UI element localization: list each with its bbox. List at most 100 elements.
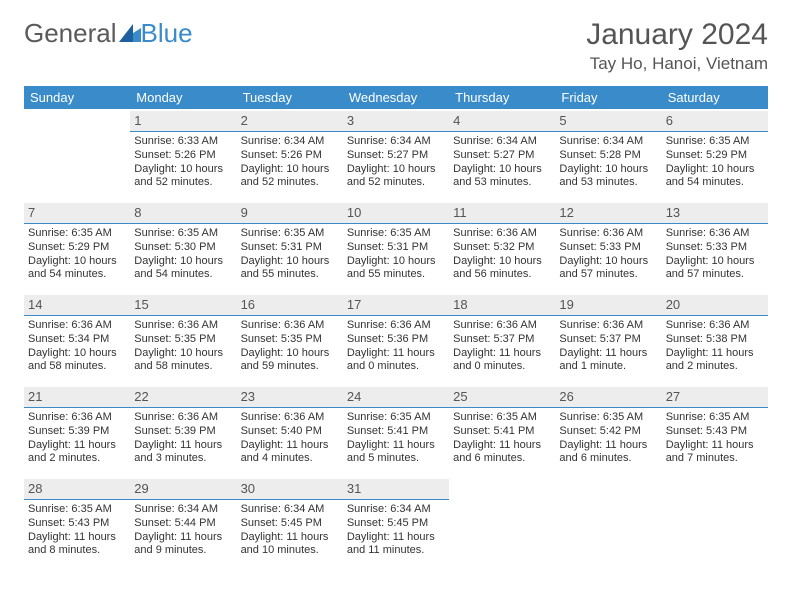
day-number: 10 xyxy=(347,205,361,220)
location-subtitle: Tay Ho, Hanoi, Vietnam xyxy=(586,54,768,74)
calendar-cell: 29Sunrise: 6:34 AMSunset: 5:44 PMDayligh… xyxy=(130,477,236,569)
day-number-row: 6 xyxy=(662,111,768,132)
sunrise-text: Sunrise: 6:34 AM xyxy=(241,503,339,517)
calendar-cell: 24Sunrise: 6:35 AMSunset: 5:41 PMDayligh… xyxy=(343,385,449,477)
sunset-text: Sunset: 5:39 PM xyxy=(134,425,232,439)
sunrise-text: Sunrise: 6:35 AM xyxy=(666,135,764,149)
daylight-text: Daylight: 11 hours and 2 minutes. xyxy=(666,347,764,375)
day-number: 6 xyxy=(666,113,673,128)
sun-info: Sunrise: 6:35 AMSunset: 5:30 PMDaylight:… xyxy=(134,227,232,282)
sunset-text: Sunset: 5:45 PM xyxy=(347,517,445,531)
daylight-text: Daylight: 10 hours and 57 minutes. xyxy=(559,255,657,283)
sun-info: Sunrise: 6:36 AMSunset: 5:33 PMDaylight:… xyxy=(666,227,764,282)
sunrise-text: Sunrise: 6:34 AM xyxy=(241,135,339,149)
calendar-body: 1Sunrise: 6:33 AMSunset: 5:26 PMDaylight… xyxy=(24,109,768,569)
sun-info: Sunrise: 6:34 AMSunset: 5:45 PMDaylight:… xyxy=(241,503,339,558)
daylight-text: Daylight: 10 hours and 56 minutes. xyxy=(453,255,551,283)
sun-info: Sunrise: 6:34 AMSunset: 5:27 PMDaylight:… xyxy=(347,135,445,190)
daylight-text: Daylight: 10 hours and 59 minutes. xyxy=(241,347,339,375)
sunrise-text: Sunrise: 6:35 AM xyxy=(28,227,126,241)
day-number: 31 xyxy=(347,481,361,496)
day-number: 13 xyxy=(666,205,680,220)
sunset-text: Sunset: 5:31 PM xyxy=(241,241,339,255)
day-number: 7 xyxy=(28,205,35,220)
sun-info: Sunrise: 6:34 AMSunset: 5:28 PMDaylight:… xyxy=(559,135,657,190)
sunset-text: Sunset: 5:33 PM xyxy=(559,241,657,255)
sunset-text: Sunset: 5:32 PM xyxy=(453,241,551,255)
daylight-text: Daylight: 10 hours and 55 minutes. xyxy=(241,255,339,283)
sunrise-text: Sunrise: 6:34 AM xyxy=(134,503,232,517)
day-number-row: 5 xyxy=(555,111,661,132)
sunset-text: Sunset: 5:43 PM xyxy=(666,425,764,439)
day-box: 17 Sunrise: 6:36 AMSunset: 5:36 PMDayligh… xyxy=(343,293,449,385)
calendar-cell: 20Sunrise: 6:36 AMSunset: 5:38 PMDayligh… xyxy=(662,293,768,385)
sunrise-text: Sunrise: 6:35 AM xyxy=(453,411,551,425)
sun-info: Sunrise: 6:34 AMSunset: 5:26 PMDaylight:… xyxy=(241,135,339,190)
sunrise-text: Sunrise: 6:35 AM xyxy=(347,411,445,425)
day-number-row: 17 xyxy=(343,295,449,316)
calendar-cell: 17 Sunrise: 6:36 AMSunset: 5:36 PMDayligh… xyxy=(343,293,449,385)
day-box: 31Sunrise: 6:34 AMSunset: 5:45 PMDayligh… xyxy=(343,477,449,569)
sun-info: Sunrise: 6:36 AMSunset: 5:36 PMDaylight:… xyxy=(347,319,445,374)
sunset-text: Sunset: 5:45 PM xyxy=(241,517,339,531)
sun-info: Sunrise: 6:35 AMSunset: 5:41 PMDaylight:… xyxy=(453,411,551,466)
day-number-row: 3 xyxy=(343,111,449,132)
sunset-text: Sunset: 5:27 PM xyxy=(347,149,445,163)
sunset-text: Sunset: 5:29 PM xyxy=(28,241,126,255)
calendar-week-row: 1Sunrise: 6:33 AMSunset: 5:26 PMDaylight… xyxy=(24,109,768,201)
day-number-row: 12 xyxy=(555,203,661,224)
weekday-header: Tuesday xyxy=(237,86,343,109)
day-number: 30 xyxy=(241,481,255,496)
day-number: 4 xyxy=(453,113,460,128)
day-number-row: 31 xyxy=(343,479,449,500)
calendar-cell: 6Sunrise: 6:35 AMSunset: 5:29 PMDaylight… xyxy=(662,109,768,201)
brand-blue: Blue xyxy=(141,18,193,49)
day-number-row: 4 xyxy=(449,111,555,132)
weekday-header: Thursday xyxy=(449,86,555,109)
daylight-text: Daylight: 11 hours and 1 minute. xyxy=(559,347,657,375)
sunrise-text: Sunrise: 6:35 AM xyxy=(134,227,232,241)
calendar-week-row: 28Sunrise: 6:35 AMSunset: 5:43 PMDayligh… xyxy=(24,477,768,569)
daylight-text: Daylight: 10 hours and 53 minutes. xyxy=(559,163,657,191)
calendar-cell xyxy=(555,477,661,569)
daylight-text: Daylight: 10 hours and 54 minutes. xyxy=(28,255,126,283)
day-number-row: 16 xyxy=(237,295,343,316)
day-number-row: 28 xyxy=(24,479,130,500)
day-number: 14 xyxy=(28,297,42,312)
calendar-cell: 18Sunrise: 6:36 AMSunset: 5:37 PMDayligh… xyxy=(449,293,555,385)
day-number-row: 29 xyxy=(130,479,236,500)
sunrise-text: Sunrise: 6:36 AM xyxy=(134,319,232,333)
brand-general: General xyxy=(24,18,117,49)
calendar-cell: 22Sunrise: 6:36 AMSunset: 5:39 PMDayligh… xyxy=(130,385,236,477)
day-number: 5 xyxy=(559,113,566,128)
day-box: 26Sunrise: 6:35 AMSunset: 5:42 PMDayligh… xyxy=(555,385,661,477)
sunset-text: Sunset: 5:31 PM xyxy=(347,241,445,255)
day-box: 30 Sunrise: 6:34 AMSunset: 5:45 PMDayligh… xyxy=(237,477,343,569)
calendar-week-row: 14Sunrise: 6:36 AMSunset: 5:34 PMDayligh… xyxy=(24,293,768,385)
sunrise-text: Sunrise: 6:36 AM xyxy=(241,411,339,425)
sun-info: Sunrise: 6:36 AMSunset: 5:35 PMDaylight:… xyxy=(134,319,232,374)
day-number: 18 xyxy=(453,297,467,312)
day-box: 8 Sunrise: 6:35 AMSunset: 5:30 PMDaylight… xyxy=(130,201,236,293)
sun-info: Sunrise: 6:34 AMSunset: 5:27 PMDaylight:… xyxy=(453,135,551,190)
calendar-cell: 7 Sunrise: 6:35 AMSunset: 5:29 PMDaylight… xyxy=(24,201,130,293)
sunset-text: Sunset: 5:41 PM xyxy=(453,425,551,439)
brand-mark-icon xyxy=(119,18,141,49)
daylight-text: Daylight: 11 hours and 8 minutes. xyxy=(28,531,126,559)
day-number-row: 14 xyxy=(24,295,130,316)
sunset-text: Sunset: 5:44 PM xyxy=(134,517,232,531)
calendar-cell: 30 Sunrise: 6:34 AMSunset: 5:45 PMDayligh… xyxy=(237,477,343,569)
day-number: 8 xyxy=(134,205,141,220)
day-box: 22Sunrise: 6:36 AMSunset: 5:39 PMDayligh… xyxy=(130,385,236,477)
sunrise-text: Sunrise: 6:33 AM xyxy=(134,135,232,149)
calendar-cell xyxy=(662,477,768,569)
day-number-row: 2 xyxy=(237,111,343,132)
sun-info: Sunrise: 6:36 AMSunset: 5:35 PMDaylight:… xyxy=(241,319,339,374)
daylight-text: Daylight: 10 hours and 52 minutes. xyxy=(134,163,232,191)
calendar-week-row: 21Sunrise: 6:36 AMSunset: 5:39 PMDayligh… xyxy=(24,385,768,477)
weekday-header: Monday xyxy=(130,86,236,109)
day-number: 2 xyxy=(241,113,248,128)
daylight-text: Daylight: 11 hours and 11 minutes. xyxy=(347,531,445,559)
sunset-text: Sunset: 5:33 PM xyxy=(666,241,764,255)
day-number-row: 7 xyxy=(24,203,130,224)
